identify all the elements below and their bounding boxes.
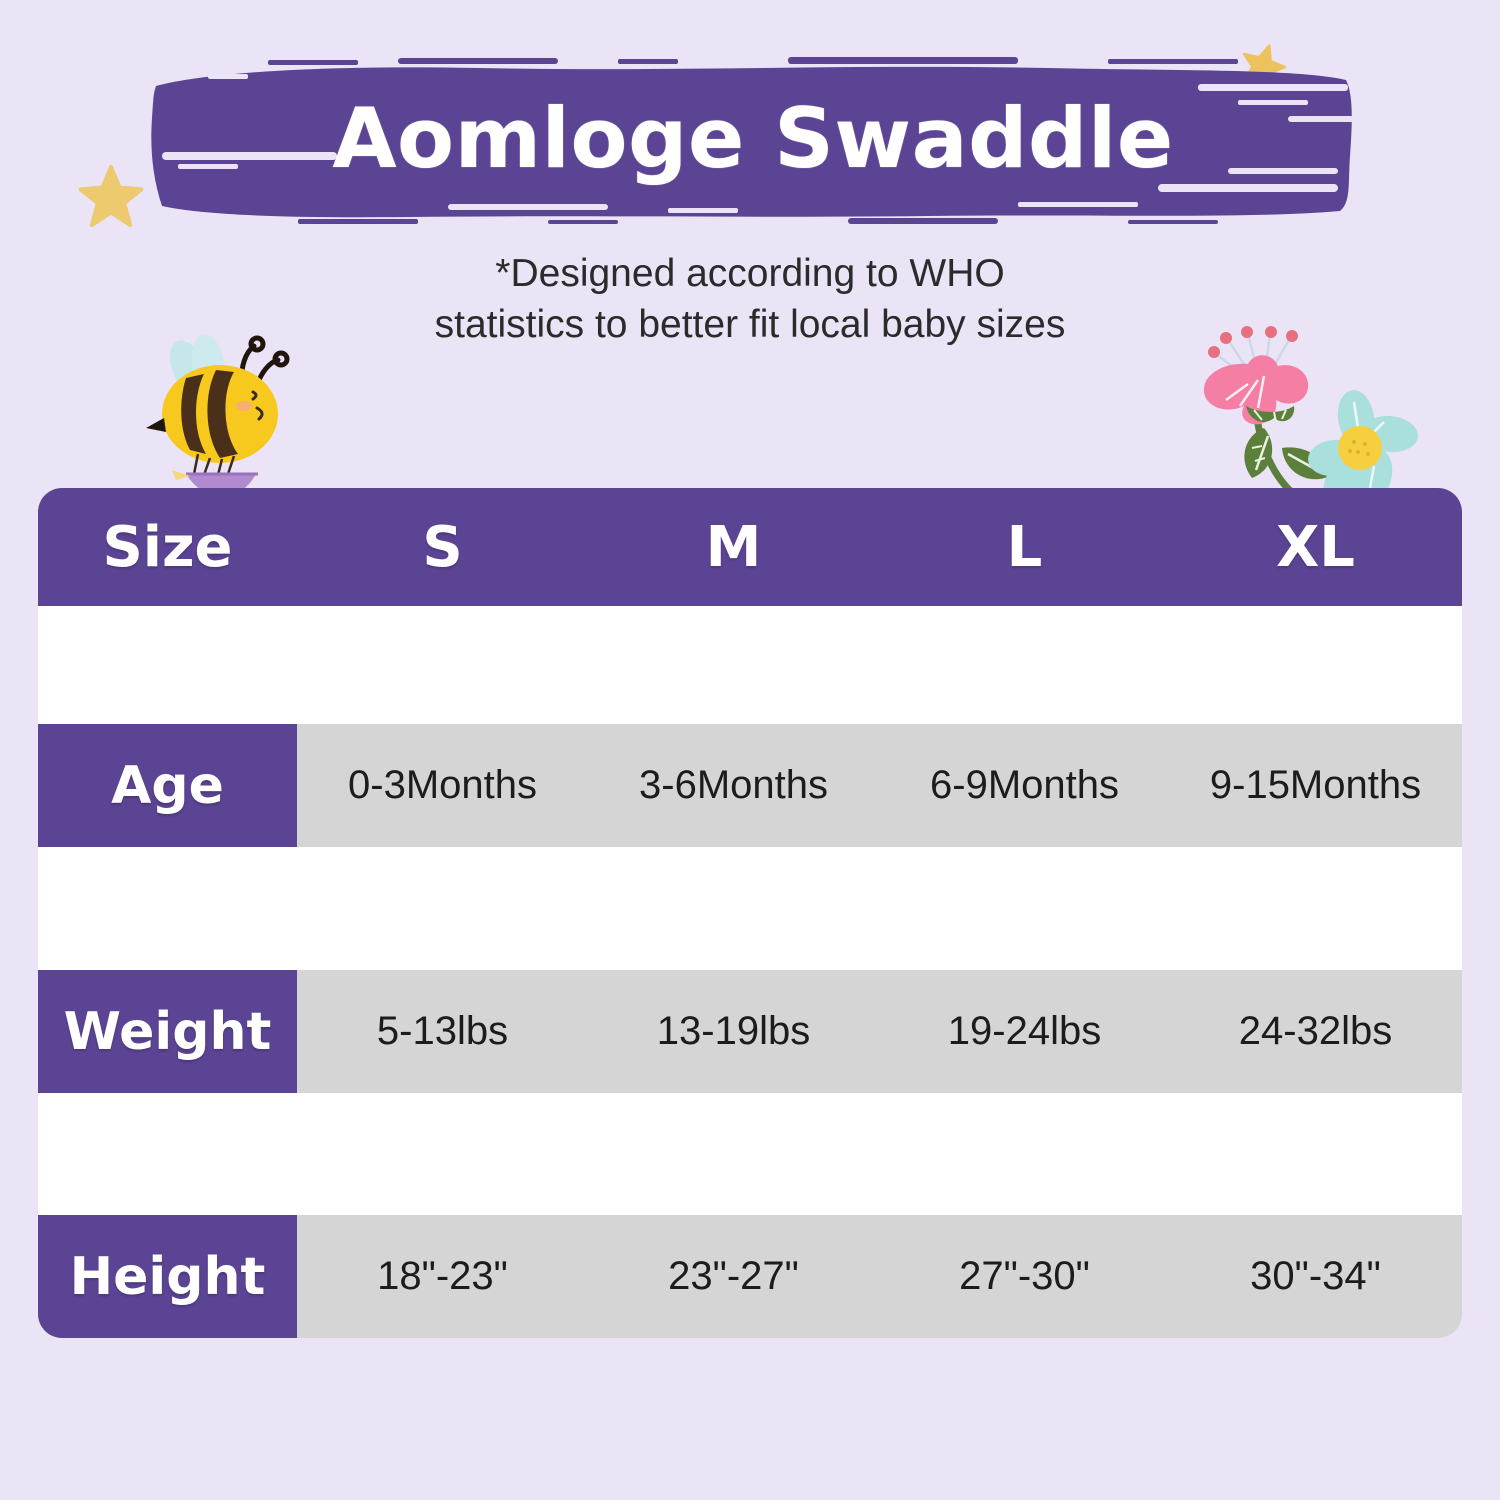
cell-age-s: 0-3Months	[348, 763, 537, 807]
row-cells-age: 0-3Months 3-6Months 6-9Months 9-15Months	[297, 724, 1462, 847]
cell-height-xl: 30"-34"	[1250, 1254, 1381, 1298]
flowers-icon	[1203, 326, 1418, 508]
row-gap-1	[38, 606, 1462, 724]
size-chart-table: Size S M L XL Age 0-3Months 3-6Months 6-…	[38, 488, 1462, 1338]
column-header-l: L	[1006, 514, 1043, 580]
cell-height-l: 27"-30"	[959, 1254, 1090, 1298]
cell-height-s: 18"-23"	[377, 1254, 508, 1298]
subtitle: *Designed according to WHO statistics to…	[0, 248, 1500, 351]
column-header-m: M	[705, 514, 762, 580]
row-gap-2	[38, 847, 1462, 970]
table-row-age: Age 0-3Months 3-6Months 6-9Months 9-15Mo…	[38, 724, 1462, 847]
cell-height-m: 23"-27"	[668, 1254, 799, 1298]
row-cells-weight: 5-13lbs 13-19lbs 19-24lbs 24-32lbs	[297, 970, 1462, 1093]
row-gap-3	[38, 1093, 1462, 1215]
column-header-s: S	[422, 514, 463, 580]
row-label-age: Age	[38, 724, 297, 847]
cell-weight-s: 5-13lbs	[376, 1009, 509, 1053]
page-title: Aomloge Swaddle	[332, 89, 1174, 187]
subtitle-line-1: *Designed according to WHO	[495, 252, 1005, 295]
row-cells-height: 18"-23" 23"-27" 27"-30" 30"-34"	[297, 1215, 1462, 1338]
title-banner: Aomloge Swaddle	[148, 56, 1358, 226]
row-label-height: Height	[38, 1215, 297, 1338]
row-label-weight: Weight	[38, 970, 297, 1093]
subtitle-line-2: statistics to better fit local baby size…	[434, 303, 1066, 347]
brush-stroke-shape	[151, 57, 1354, 224]
cell-weight-xl: 24-32lbs	[1238, 1009, 1393, 1053]
cell-age-xl: 9-15Months	[1209, 763, 1422, 807]
column-header-xl: XL	[1276, 514, 1355, 580]
table-row-height: Height 18"-23" 23"-27" 27"-30" 30"-34"	[38, 1215, 1462, 1338]
table-header-row: Size S M L XL	[38, 488, 1462, 606]
column-header-size: Size	[102, 514, 233, 580]
star-icon-left	[78, 164, 144, 228]
cell-weight-m: 13-19lbs	[656, 1009, 811, 1053]
cell-age-m: 3-6Months	[639, 763, 828, 807]
cell-age-l: 6-9Months	[930, 763, 1119, 807]
bee-icon	[146, 334, 290, 496]
table-row-weight: Weight 5-13lbs 13-19lbs 19-24lbs 24-32lb…	[38, 970, 1462, 1093]
cell-weight-l: 19-24lbs	[947, 1009, 1102, 1053]
